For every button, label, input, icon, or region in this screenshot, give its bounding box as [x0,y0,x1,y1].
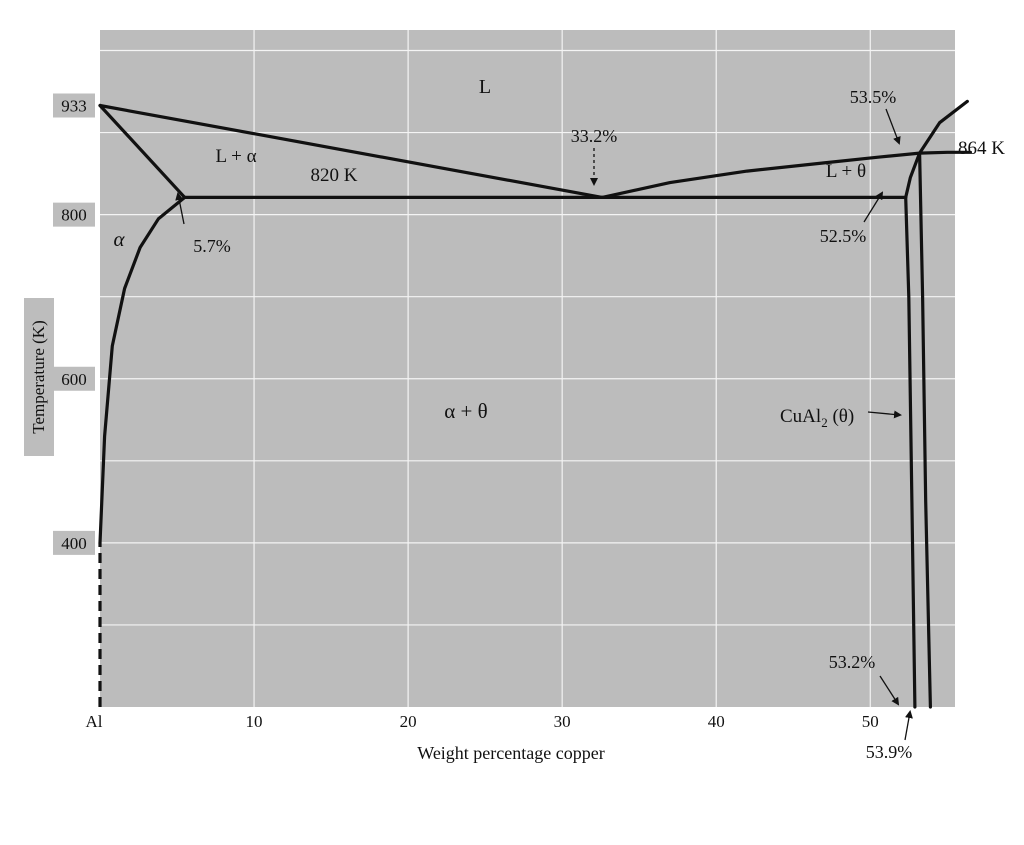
phase-boundary-line [917,99,969,155]
y-tick-box [53,93,95,118]
label-cual2-rest: (θ) [828,406,855,427]
x-tick-label: 10 [246,712,263,731]
x-tick-label: 40 [708,712,725,731]
phase-boundary-line [917,151,933,709]
annotation-arrow [904,710,913,741]
plot-background [100,30,955,707]
y-tick-label: 600 [61,370,87,389]
phase-boundary-line [98,195,187,545]
annotation-arrow [175,192,185,225]
phase-boundary-line [98,103,187,199]
label-820k: 820 K [311,165,358,186]
label-864k: 864 K [958,138,1005,159]
phase-boundary-line [917,150,973,155]
x-tick-label: 30 [554,712,571,731]
label-eutectic-pct: 33.2% [571,126,618,146]
phase-boundary-line [904,195,917,709]
annotation-arrow [863,191,884,223]
y-axis-title-box [24,298,54,456]
y-tick-label: 933 [61,96,87,115]
label-53-5-pct: 53.5% [850,87,897,107]
label-alpha: α [113,227,125,251]
label-alpha-theta: α + θ [444,399,487,423]
y-tick-box [53,530,95,555]
tick-labels: Al 10 20 30 40 50 933 800 600 400 [53,93,879,731]
label-liquid-theta: L + θ [826,161,866,182]
y-tick-label: 400 [61,534,87,553]
x-tick-label: Al [86,712,103,731]
phase-boundaries [98,99,973,709]
label-liquid: L [479,76,491,98]
annotation-arrows [175,108,913,741]
x-tick-label: 50 [862,712,879,731]
y-tick-box [53,202,95,227]
phase-boundary-line [98,103,604,199]
label-53-2-pct: 53.2% [829,652,876,672]
label-cual2-main: CuAl [780,406,821,427]
label-cual2: CuAl2 (θ) [780,406,854,430]
label-cual2-subscript: 2 [821,415,828,430]
y-axis-title: Temperature (K) [29,320,48,434]
label-5-7-pct: 5.7% [193,236,231,256]
x-axis-title: Weight percentage copper [417,743,604,763]
y-tick-label: 800 [61,206,87,225]
label-liquid-alpha: L + α [215,146,256,167]
y-tick-box [53,366,95,391]
label-52-5-pct: 52.5% [820,226,867,246]
phase-boundary-line [904,151,922,199]
phase-boundary-line [600,151,922,199]
label-53-9-pct: 53.9% [866,742,913,762]
annotation-arrow [879,675,900,706]
x-tick-label: 20 [400,712,417,731]
annotation-arrow [885,108,901,145]
annotation-arrow [867,410,902,419]
